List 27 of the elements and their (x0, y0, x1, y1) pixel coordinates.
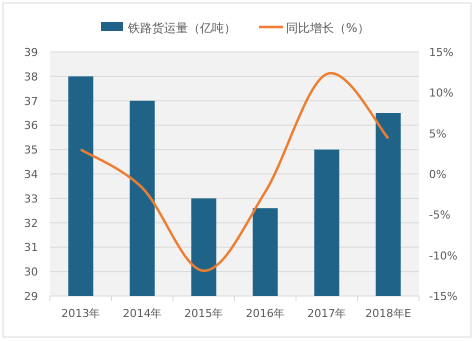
y-tick-label: 36 (24, 119, 38, 132)
line-series (80, 72, 390, 272)
y-tick-label: 30 (24, 266, 38, 279)
y2-tick-label: 5% (429, 127, 446, 140)
y-tick-label: 29 (24, 290, 38, 303)
y-tick-label: 34 (24, 168, 38, 181)
x-tick-label: 2013年 (61, 307, 100, 320)
x-tick-label: 2014年 (122, 307, 162, 320)
y2-tick-label: -15% (429, 290, 458, 303)
y-tick-label: 37 (24, 94, 38, 108)
y2-tick-label: 10% (429, 86, 454, 100)
x-tick-label: 2015年 (184, 307, 224, 320)
y2-tick-label: 15% (429, 46, 454, 59)
y-tick-label: 35 (24, 144, 38, 157)
y2-tick-label: 0% (429, 168, 446, 181)
legend-label: 铁路货运量（亿吨） (127, 21, 236, 35)
y-tick-label: 31 (24, 241, 38, 254)
x-tick-label: 2016年 (246, 307, 285, 320)
y-tick-label: 32 (24, 216, 38, 230)
y-tick-label: 38 (24, 70, 38, 84)
y-tick-label: 33 (24, 192, 38, 206)
y-tick-label: 39 (24, 46, 38, 59)
x-tick-label: 2017年 (307, 307, 346, 320)
legend-label: 同比增长（%） (286, 21, 370, 35)
y2-tick-label: -5% (429, 208, 450, 222)
y2-tick-label: -10% (429, 249, 458, 262)
x-tick-label: 2018年E (365, 307, 412, 320)
